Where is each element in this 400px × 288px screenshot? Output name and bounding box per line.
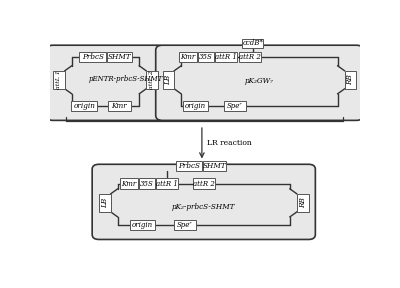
Text: RB: RB: [299, 198, 307, 208]
Text: ccdB*: ccdB*: [242, 39, 263, 47]
Text: attL 2: attL 2: [150, 70, 154, 89]
FancyBboxPatch shape: [198, 52, 214, 62]
FancyBboxPatch shape: [107, 52, 132, 62]
FancyBboxPatch shape: [176, 161, 202, 171]
Text: LB: LB: [101, 198, 109, 208]
FancyBboxPatch shape: [239, 52, 262, 62]
Text: LB: LB: [164, 75, 172, 85]
FancyBboxPatch shape: [92, 164, 315, 239]
FancyBboxPatch shape: [71, 101, 98, 111]
FancyBboxPatch shape: [297, 194, 308, 212]
FancyBboxPatch shape: [183, 101, 208, 111]
FancyBboxPatch shape: [162, 71, 174, 89]
Text: pK₂-prbcS-SHMT: pK₂-prbcS-SHMT: [172, 203, 236, 211]
Text: origin: origin: [73, 102, 95, 110]
Text: Kmr: Kmr: [112, 102, 127, 110]
FancyBboxPatch shape: [156, 179, 178, 189]
Text: pK₂GW₇: pK₂GW₇: [245, 77, 274, 85]
FancyBboxPatch shape: [120, 179, 138, 189]
FancyBboxPatch shape: [179, 52, 197, 62]
Text: SHMT: SHMT: [203, 162, 226, 170]
FancyBboxPatch shape: [53, 71, 65, 89]
FancyBboxPatch shape: [193, 179, 215, 189]
Text: Kmr: Kmr: [122, 180, 137, 187]
Text: attR 2: attR 2: [193, 180, 215, 187]
Text: PrbcS: PrbcS: [82, 53, 104, 61]
Text: attL 1: attL 1: [56, 70, 62, 89]
FancyBboxPatch shape: [215, 52, 237, 62]
FancyBboxPatch shape: [130, 220, 155, 230]
Text: Kmr: Kmr: [180, 53, 196, 61]
Text: 35S: 35S: [199, 53, 213, 61]
Text: attR 1: attR 1: [215, 53, 237, 61]
Text: Speʳ: Speʳ: [227, 102, 243, 110]
FancyBboxPatch shape: [224, 101, 246, 111]
FancyBboxPatch shape: [99, 194, 111, 212]
Text: origin: origin: [132, 221, 153, 229]
FancyBboxPatch shape: [108, 101, 131, 111]
FancyBboxPatch shape: [174, 220, 196, 230]
FancyBboxPatch shape: [46, 45, 165, 120]
FancyBboxPatch shape: [146, 71, 158, 89]
FancyBboxPatch shape: [242, 39, 263, 48]
Text: RB: RB: [346, 74, 354, 85]
FancyBboxPatch shape: [203, 161, 226, 171]
Text: LR reaction: LR reaction: [208, 139, 252, 147]
FancyBboxPatch shape: [80, 52, 106, 62]
Text: attR 2: attR 2: [239, 53, 261, 61]
Text: pENTR-prbcS-SHMT: pENTR-prbcS-SHMT: [89, 75, 163, 83]
Text: 35S: 35S: [140, 180, 154, 187]
FancyBboxPatch shape: [344, 71, 356, 89]
FancyBboxPatch shape: [139, 179, 155, 189]
Text: SHMT: SHMT: [107, 53, 131, 61]
Text: PrbcS: PrbcS: [178, 162, 200, 170]
Text: Speʳ: Speʳ: [177, 221, 193, 229]
FancyBboxPatch shape: [156, 45, 363, 120]
Text: origin: origin: [185, 102, 206, 110]
Text: attR 1: attR 1: [156, 180, 178, 187]
